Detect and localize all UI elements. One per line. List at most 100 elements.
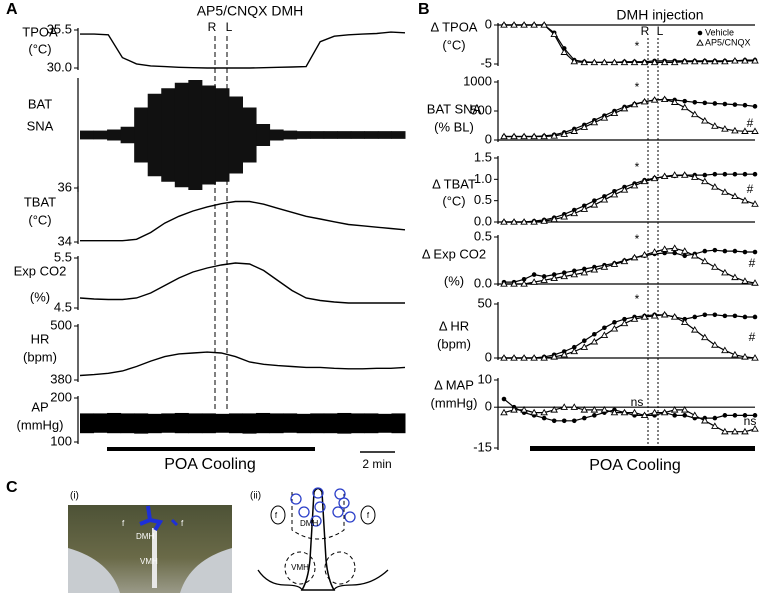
data-point [560, 272, 569, 280]
data-point [690, 110, 699, 118]
data-point [510, 218, 518, 225]
data-point [571, 418, 577, 424]
activity-envelope [120, 126, 135, 144]
data-point [682, 253, 688, 259]
activity-envelope [323, 131, 338, 139]
y-axis-label: TPOA [22, 24, 58, 39]
panel-title: DMH injection [616, 7, 703, 23]
data-point [540, 276, 548, 283]
activity-envelope [161, 88, 176, 182]
data-point [592, 413, 597, 418]
activity-envelope [337, 131, 352, 139]
data-point [630, 100, 639, 108]
data-point [721, 57, 729, 65]
data-point [712, 312, 718, 318]
vmh-boundary [284, 551, 316, 585]
data-point [690, 57, 699, 65]
data-point [560, 48, 569, 55]
y-tick-label: 1.0 [474, 171, 492, 186]
injection-site [332, 506, 344, 518]
injection-sites [290, 487, 356, 527]
y-axis-label: BAT SNA [427, 101, 482, 116]
data-point [600, 195, 609, 203]
data-point [660, 310, 669, 318]
data-point [650, 248, 659, 255]
y-axis-label: Δ MAP [434, 377, 474, 392]
y-axis-label: (%) [444, 273, 464, 288]
data-point [540, 21, 548, 28]
y-axis-label: TBAT [24, 194, 56, 209]
data-point [560, 130, 569, 137]
injection-site [334, 488, 346, 500]
data-point [731, 427, 739, 435]
injection-site [314, 501, 326, 513]
activity-envelope [134, 107, 149, 163]
y-tick-label: 30.0 [47, 59, 72, 74]
trace [79, 351, 406, 377]
injection-site [290, 493, 302, 505]
schematic-label: VMH [291, 563, 309, 572]
pressure-band [161, 413, 176, 433]
legend-marker [697, 30, 703, 36]
pressure-band [310, 413, 325, 434]
y-axis-label: Δ Exp CO2 [422, 246, 486, 261]
data-point [732, 171, 738, 177]
data-point [530, 408, 538, 416]
activity-envelope [215, 88, 230, 182]
activity-envelope [147, 93, 162, 177]
data-point [672, 413, 677, 418]
data-point [701, 416, 709, 424]
data-point [752, 171, 758, 177]
data-point [580, 406, 589, 413]
data-point [650, 408, 659, 416]
pressure-band [134, 413, 149, 434]
schematic-label: f [367, 511, 370, 520]
photo-label: VMH [140, 557, 158, 566]
data-point [540, 132, 548, 140]
data-point [672, 250, 677, 256]
data-point [582, 415, 587, 421]
data-point [690, 326, 699, 333]
data-point [680, 318, 689, 326]
pressure-band [296, 413, 311, 434]
data-point [711, 341, 719, 348]
data-point [701, 116, 709, 124]
data-point [560, 403, 569, 410]
data-point [692, 314, 698, 320]
pressure-band [323, 413, 338, 434]
injection-site [170, 518, 179, 527]
data-point [550, 274, 558, 282]
data-point [722, 248, 728, 254]
data-point [600, 263, 609, 270]
data-point [752, 314, 758, 320]
y-tick-label: 500 [470, 102, 492, 117]
data-point [610, 190, 619, 198]
activity-envelope [174, 82, 189, 188]
fornix [270, 505, 286, 525]
data-point [711, 57, 719, 65]
scale-label: 2 min [362, 457, 391, 471]
stimulus-bar [530, 446, 755, 451]
data-point [702, 312, 708, 318]
y-axis-label: HR [31, 331, 50, 346]
pressure-band [147, 413, 162, 434]
data-point [751, 279, 759, 286]
y-axis-label: (mmHg) [17, 417, 64, 432]
data-point [701, 257, 709, 265]
marker-label: L [226, 20, 233, 34]
data-point [500, 280, 508, 287]
data-point [620, 257, 629, 265]
schematic-label: f [275, 511, 278, 520]
trace [80, 200, 406, 242]
data-point [590, 265, 599, 273]
injection-site [298, 506, 310, 518]
marker-label: R [641, 24, 650, 38]
data-point [570, 209, 579, 217]
y-tick-label: 100 [50, 433, 72, 448]
data-point [670, 313, 679, 320]
data-point [752, 104, 758, 109]
data-point [620, 408, 629, 416]
data-point [600, 406, 609, 413]
activity-envelope [269, 129, 284, 141]
y-tick-label: 0.5 [474, 228, 492, 243]
